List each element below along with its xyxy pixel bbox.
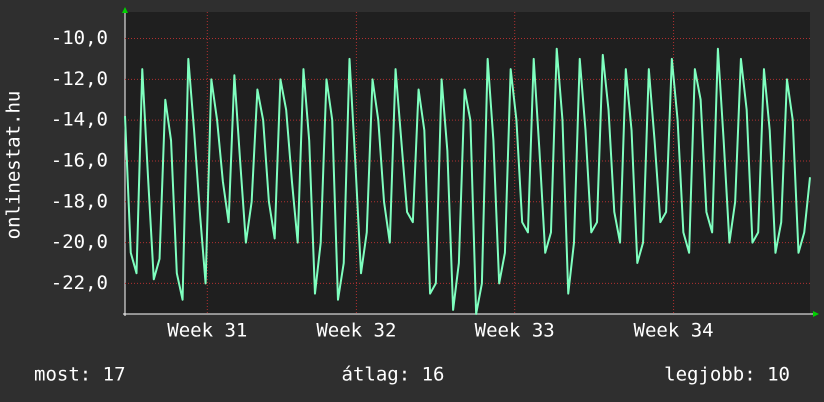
y-tick-label: -12,0 [51,68,108,90]
x-tick-label: Week 31 [167,320,247,342]
y-tick-label: -22,0 [51,272,108,294]
y-tick-label: -10,0 [51,27,108,49]
stat-best: legjobb: 10 [664,364,790,386]
stat-average: átlag: 16 [342,364,445,386]
plot-area [125,12,810,314]
axis-arrow [122,7,128,13]
data-line [124,47,811,315]
y-axis-label: onlinestat.hu [3,91,25,240]
axis-arrow [813,311,819,317]
x-tick-label: Week 33 [475,320,555,342]
y-tick-label: -16,0 [51,149,108,171]
y-tick-label: -14,0 [51,109,108,131]
x-tick-label: Week 34 [634,320,714,342]
stat-current: most: 17 [34,364,126,386]
x-tick-label: Week 32 [316,320,396,342]
y-tick-label: -18,0 [51,190,108,212]
y-tick-label: -20,0 [51,231,108,253]
